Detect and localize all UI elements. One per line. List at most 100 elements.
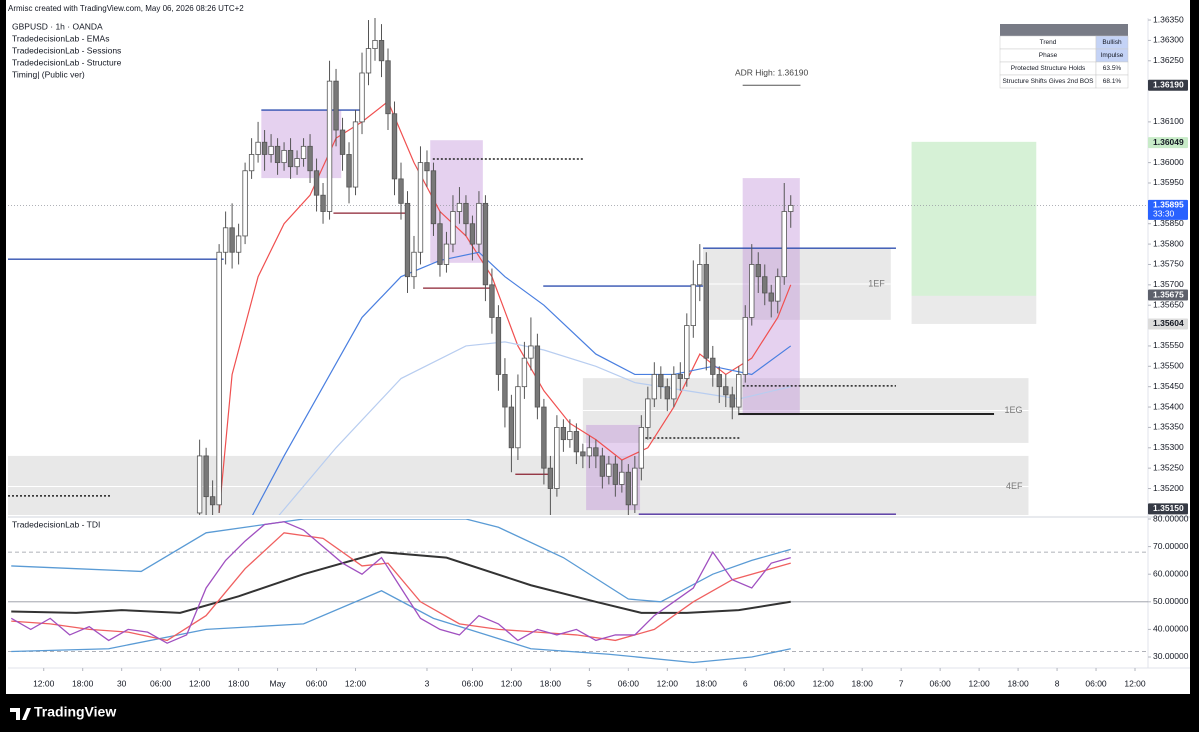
y-tick-label: 1.35300 [1153,442,1184,452]
table-label: Protected Structure Holds [1011,65,1086,72]
candle-body [229,227,235,253]
x-tick-label: 18:00 [72,678,94,688]
candle-body [625,471,632,506]
y-tick-label: 1.35350 [1153,422,1184,432]
canvas [6,0,1190,694]
tdi-y-tick-label: 50.00000 [1153,596,1189,606]
legend: TradedecisionLab - TDI GBPUSD · 1h · OAND… [12,21,122,529]
x-tick-label: 18:00 [696,678,718,688]
candle-body [391,113,398,180]
candle-body [352,121,359,188]
candle-body [580,451,586,457]
y-tick-label: 1.36300 [1153,35,1184,45]
candle-body [196,455,203,514]
candle-body [619,471,625,485]
x-tick-label: May [270,678,287,688]
candle-body [437,223,443,265]
x-tick-label: 06:00 [306,678,328,688]
candle-body [593,447,599,457]
tdi-y-tick-label: 30.00000 [1153,651,1189,661]
candle-body [651,374,657,400]
candle-body [781,211,787,278]
y-tick-label: 1.35400 [1153,401,1184,411]
candle-body [248,154,255,172]
x-tick-label: 06:00 [150,678,172,688]
logo-mark [10,708,31,720]
ema-line [251,251,792,515]
table-label: Structure Shifts Gives 2nd BOS [1002,78,1094,85]
candle-body [268,145,274,155]
y-tick-label: 1.35750 [1153,259,1184,269]
zone [911,141,1037,296]
candle-body [788,204,794,212]
candle-body [573,431,580,453]
candle-body [560,427,567,441]
candle-body [209,496,216,506]
tdi-line [11,551,791,614]
countdown-label: 33:30 [1153,209,1175,219]
legend-entry: TradedecisionLab - Sessions [12,45,121,55]
candle-body [612,463,619,485]
candle-body [528,345,534,359]
legend-entry: TradedecisionLab - EMAs [12,33,109,43]
candle-body [430,170,437,225]
tdi-y-tick-label: 80.00000 [1153,513,1189,523]
candle-body [300,145,307,159]
candle-body [638,427,645,469]
y-tick-label: 1.35800 [1153,238,1184,248]
y-tick-label: 1.36250 [1153,55,1184,65]
candle-body [755,264,761,278]
candle-body [469,223,476,245]
candle-body [378,40,385,62]
candle-body [359,72,365,123]
y-tick-label: 1.35500 [1153,361,1184,371]
candle-body [677,374,683,379]
table-label: Trend [1040,39,1057,46]
zone-label: 1EF [868,278,885,288]
candle-body [723,386,729,396]
candle-body [658,374,664,388]
candle-body [541,406,547,469]
x-tick-label: 12:00 [657,678,679,688]
candle-body [664,386,670,400]
tdi-line [11,519,791,603]
candle-body [281,149,287,164]
candle-body [599,455,606,477]
zone-label: 4EF [1006,481,1023,491]
candle-body [326,80,333,212]
candle-body [684,325,690,379]
adr-label: ADR High: 1.36190 [735,67,809,77]
tdi-pane [8,519,1148,664]
candle-body [450,211,456,245]
x-tick-label: 06:00 [929,678,951,688]
candle-body [274,145,281,164]
x-tick-label: 06:00 [462,678,484,688]
axes: 1.36350 1.36300 1.36250 1.36100 1.36000 1.359… [33,14,1189,688]
candle-body [567,431,573,441]
candle-body [710,357,716,375]
x-tick-label: 8 [1055,678,1060,688]
candle-body [255,141,261,155]
candle-body [697,264,703,286]
x-tick-label: 5 [587,678,592,688]
candle-body [690,284,696,326]
candle-body [489,284,495,318]
price-marker-label: 1.35895 [1153,200,1184,210]
footer-logo: TradingView [10,704,116,720]
candle-body [411,251,417,278]
candle-body [742,317,748,375]
candle-body [632,467,638,506]
candle-body [372,40,378,49]
x-tick-label: 3 [425,678,430,688]
x-tick-label: 06:00 [1085,678,1107,688]
candle-body [508,406,515,449]
candle-body [385,60,391,115]
price-marker [1148,199,1188,220]
candle-body [463,202,469,225]
candle-body [586,447,593,457]
candle-body [716,374,722,388]
x-tick-label: 06:00 [774,678,796,688]
y-tick-label: 1.36000 [1153,157,1184,167]
candle-body [365,48,372,74]
candle-body [346,154,352,188]
